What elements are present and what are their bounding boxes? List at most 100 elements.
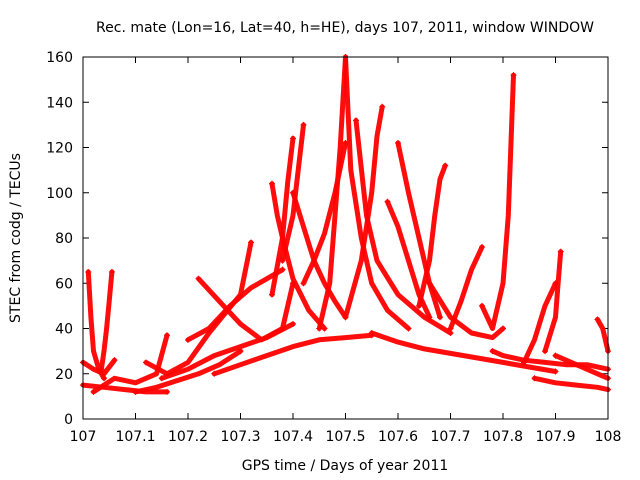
- stec-track: [91, 332, 170, 395]
- y-tick-label: 40: [55, 322, 73, 338]
- data-point-marker: [300, 280, 307, 287]
- data-point-marker: [158, 375, 165, 382]
- data-point-marker: [426, 280, 433, 287]
- data-point-marker: [290, 320, 296, 327]
- y-tick-label: 140: [46, 95, 73, 111]
- data-point-marker: [269, 180, 275, 187]
- y-tick-label: 60: [55, 276, 73, 292]
- x-tick-label: 107.2: [168, 429, 208, 445]
- y-tick-label: 0: [64, 412, 73, 428]
- x-tick-label: 107.6: [378, 429, 418, 445]
- data-point-marker: [368, 330, 375, 337]
- data-point-marker: [594, 316, 601, 323]
- stec-track: [479, 72, 516, 331]
- data-point-marker: [542, 348, 548, 355]
- data-point-marker: [248, 239, 254, 246]
- x-tick-label: 107.5: [325, 429, 365, 445]
- x-tick-label: 107.7: [430, 429, 470, 445]
- data-point-marker: [531, 375, 538, 382]
- data-point-marker: [437, 314, 443, 321]
- stec-track: [448, 244, 485, 331]
- y-tick-label: 80: [55, 231, 73, 247]
- stec-track: [542, 249, 564, 354]
- stec-track: [343, 104, 385, 320]
- x-tick-label: 107: [70, 429, 97, 445]
- stec-track: [427, 280, 506, 341]
- data-point-marker: [108, 268, 115, 275]
- data-point-marker: [90, 388, 97, 395]
- data-point-marker: [269, 291, 275, 298]
- data-point-marker: [557, 248, 564, 255]
- data-point-marker: [479, 244, 485, 251]
- data-point-marker: [510, 72, 517, 79]
- data-point-marker: [101, 375, 107, 382]
- data-point-marker: [290, 135, 296, 142]
- chart-title: Rec. mate (Lon=16, Lat=40, h=HE), days 1…: [96, 20, 594, 36]
- x-axis-ticks: 107 107.1 107.2 107.3 107.4 107.5 107.6 107.7 10…: [70, 57, 622, 445]
- stec-track: [143, 240, 254, 377]
- stec-track: [211, 332, 375, 377]
- plot-frame: [82, 56, 609, 420]
- stec-track: [133, 348, 243, 395]
- stec-track: [269, 181, 327, 331]
- data-point-marker: [111, 357, 118, 364]
- data-point-marker: [185, 336, 191, 343]
- data-point-marker: [279, 266, 286, 273]
- data-point-marker: [416, 302, 422, 309]
- stec-track: [595, 316, 611, 354]
- stec-track: [80, 382, 170, 395]
- stec-track: [490, 348, 611, 372]
- data-point-marker: [143, 359, 149, 366]
- data-point-marker: [353, 117, 359, 124]
- x-tick-label: 107.1: [115, 429, 155, 445]
- data-point-marker: [342, 314, 349, 321]
- data-point-marker: [447, 325, 454, 332]
- data-point-marker: [479, 302, 485, 309]
- data-point-marker: [321, 325, 328, 332]
- data-point-marker: [300, 121, 307, 128]
- y-axis-ticks: 0 20 40 60 80 100 120 140 160: [46, 50, 608, 428]
- plot-area: [80, 54, 611, 395]
- stec-track: [98, 269, 115, 372]
- stec-track: [395, 140, 443, 320]
- data-point-marker: [132, 388, 139, 395]
- data-point-marker: [195, 275, 202, 282]
- y-tick-label: 100: [46, 186, 73, 202]
- y-tick-label: 160: [46, 50, 73, 66]
- y-tick-label: 20: [55, 367, 73, 383]
- data-point-marker: [379, 103, 386, 110]
- y-tick-label: 120: [46, 141, 73, 157]
- data-point-marker: [164, 332, 170, 339]
- data-point-marker: [211, 370, 218, 377]
- data-point-marker: [552, 352, 559, 359]
- data-point-marker: [500, 325, 506, 332]
- x-tick-label: 108: [595, 429, 622, 445]
- stec-track: [416, 163, 448, 309]
- stec-track: [532, 375, 611, 393]
- data-point-marker: [442, 162, 449, 169]
- stec-track: [369, 330, 558, 374]
- stec-track: [521, 280, 558, 365]
- data-point-marker: [405, 325, 412, 332]
- data-point-marker: [316, 325, 323, 332]
- data-point-marker: [384, 198, 391, 205]
- x-tick-label: 107.3: [220, 429, 260, 445]
- data-point-marker: [552, 368, 559, 375]
- data-point-marker: [489, 348, 496, 355]
- stec-track: [196, 276, 296, 343]
- data-point-marker: [290, 189, 296, 196]
- stec-track: [553, 353, 611, 381]
- stec-track: [185, 267, 285, 343]
- stec-track: [385, 199, 432, 320]
- stec-track: [85, 269, 107, 381]
- data-point-marker: [279, 257, 286, 264]
- data-point-marker: [426, 314, 433, 321]
- stec-track: [269, 135, 296, 298]
- data-point-marker: [521, 359, 527, 366]
- data-point-marker: [85, 268, 92, 275]
- stec-track: [316, 54, 348, 331]
- stec-track: [353, 117, 453, 336]
- data-point-marker: [164, 388, 170, 395]
- y-axis-label: STEC from codg / TECUs: [8, 153, 24, 323]
